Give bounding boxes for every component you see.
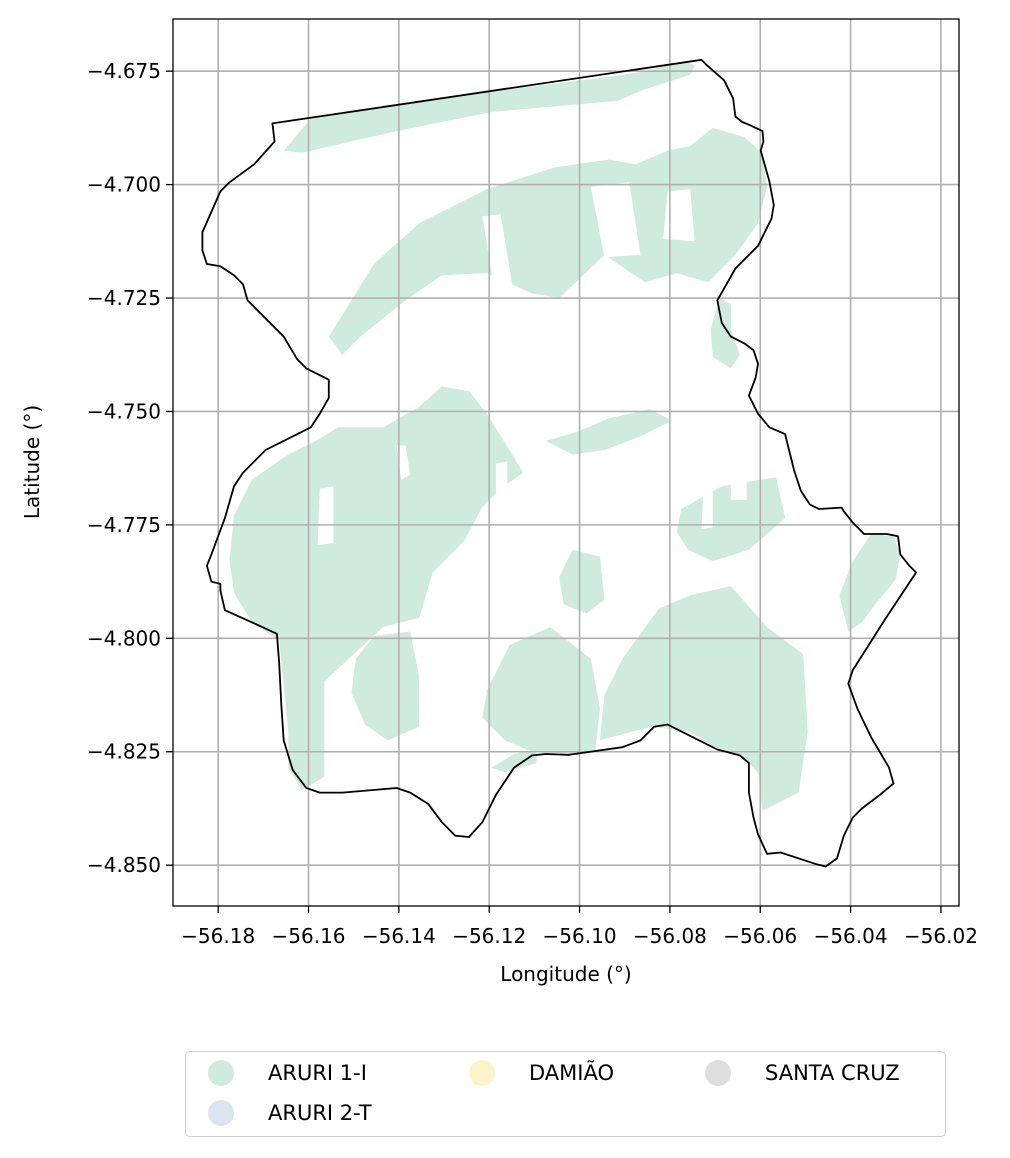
- land-gap-gap-7: [701, 481, 713, 530]
- y-tick-label: −4.825: [87, 740, 161, 764]
- x-axis: −56.18 −56.16 −56.14 −56.12 −56.10 −56.08 −56.…: [181, 906, 978, 948]
- x-tick-label: −56.04: [814, 924, 888, 948]
- x-tick-label: −56.08: [633, 924, 707, 948]
- x-axis-label: Longitude (°): [500, 962, 631, 986]
- x-tick-label: −56.06: [723, 924, 797, 948]
- legend-label-santa-cruz: SANTA CRUZ: [765, 1061, 900, 1085]
- legend-label-aruri-1-i: ARURI 1-I: [268, 1061, 367, 1085]
- land-area-south-right: [599, 586, 808, 811]
- legend-item-santa-cruz: SANTA CRUZ: [705, 1058, 900, 1088]
- y-tick-label: −4.725: [87, 286, 161, 310]
- y-tick-label: −4.750: [87, 399, 161, 423]
- legend-marker-aruri-2-t: [208, 1100, 234, 1126]
- x-tick-label: −56.16: [272, 924, 346, 948]
- legend-marker-aruri-1-i: [208, 1060, 234, 1086]
- land-gap-gap-5: [396, 445, 411, 480]
- y-tick-label: −4.800: [87, 626, 161, 650]
- legend-marker-santa-cruz: [705, 1060, 731, 1086]
- land-gap-gap-4: [317, 486, 334, 546]
- grid: [173, 19, 959, 906]
- legend: ARURI 1-I ARURI 2-T DAMIÃO SANTA CRUZ: [185, 1051, 946, 1137]
- y-tick-label: −4.775: [87, 513, 161, 537]
- land-gap-gap-3: [663, 189, 695, 242]
- land-area-center-blob: [559, 549, 605, 614]
- y-tick-label: −4.700: [87, 173, 161, 197]
- legend-item-aruri-1-i: ARURI 1-I: [208, 1058, 367, 1088]
- map-figure: −56.18 −56.16 −56.14 −56.12 −56.10 −56.08 −56.…: [20, 18, 978, 986]
- legend-marker-damiao: [469, 1060, 495, 1086]
- land-area-west-main: [229, 386, 524, 791]
- legend-label-aruri-2-t: ARURI 2-T: [268, 1101, 372, 1125]
- y-tick-label: −4.850: [87, 853, 161, 877]
- land-gap-gap-1: [482, 214, 515, 301]
- map-boundary: [201, 58, 917, 868]
- land-area-south-bottom: [491, 749, 537, 773]
- land-area-far-east: [839, 534, 901, 632]
- land-area-south-left: [482, 627, 600, 756]
- y-axis-label: Latitude (°): [20, 405, 44, 519]
- x-tick-label: −56.12: [452, 924, 526, 948]
- x-tick-label: −56.02: [904, 924, 978, 948]
- x-tick-label: −56.18: [181, 924, 255, 948]
- y-tick-label: −4.675: [87, 59, 161, 83]
- land-area-west-south: [351, 631, 420, 741]
- y-axis: −4.675 −4.700 −4.725 −4.750 −4.775 −4.800 −4.8…: [87, 59, 173, 877]
- land-gap-gap-8: [730, 454, 747, 500]
- territory-boundary: [201, 58, 917, 868]
- land-area-central-east: [545, 409, 673, 455]
- plot-frame: [172, 18, 960, 907]
- x-tick-label: −56.10: [543, 924, 617, 948]
- legend-item-damiao: DAMIÃO: [469, 1058, 614, 1088]
- legend-item-aruri-2-t: ARURI 2-T: [208, 1098, 372, 1128]
- land-gap-gap-6: [496, 461, 508, 500]
- x-tick-label: −56.14: [362, 924, 436, 948]
- land-gap-gap-2: [590, 182, 641, 258]
- land-area-east-spur: [710, 298, 740, 369]
- legend-label-damiao: DAMIÃO: [529, 1061, 615, 1085]
